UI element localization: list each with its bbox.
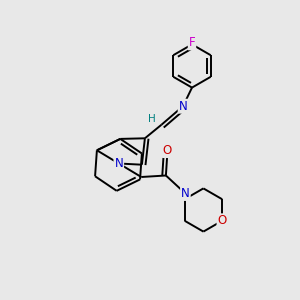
Text: N: N [114,157,123,170]
Text: N: N [181,187,190,200]
Text: N: N [178,100,188,113]
Text: H: H [148,114,156,124]
Text: O: O [163,144,172,157]
Text: O: O [218,214,227,227]
Text: F: F [189,36,195,50]
